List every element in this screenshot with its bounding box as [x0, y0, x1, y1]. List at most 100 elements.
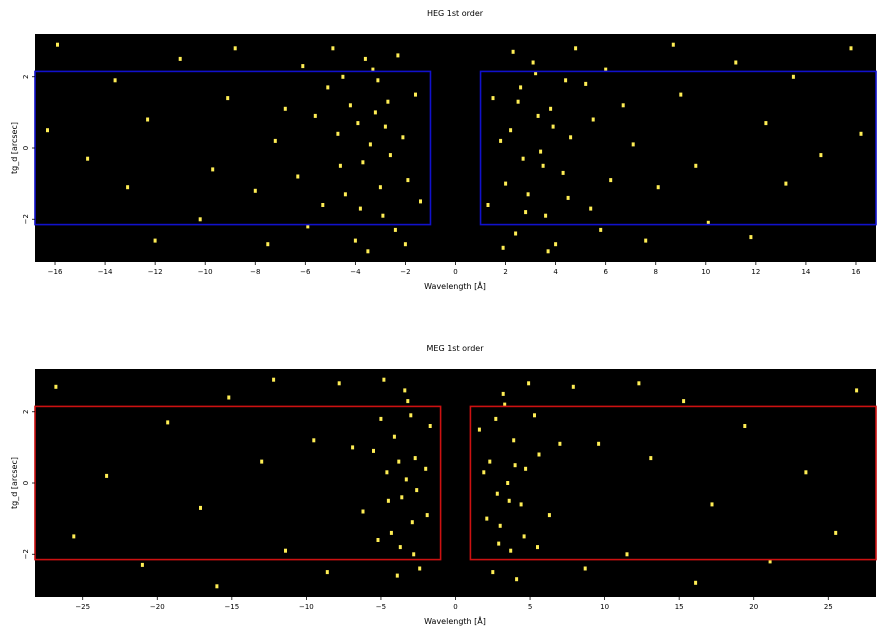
heg-event: [549, 106, 553, 111]
heg-event: [283, 106, 287, 111]
heg-x-tick-label: 16: [852, 268, 861, 276]
meg-event: [524, 466, 528, 471]
meg-x-tick-label: 0: [453, 603, 457, 611]
heg-x-tick-label: 10: [701, 268, 710, 276]
heg-event: [198, 217, 202, 222]
heg-event: [376, 78, 380, 83]
heg-event: [343, 192, 347, 197]
meg-event: [637, 381, 641, 386]
meg-y-tick-label: 0: [22, 481, 30, 485]
heg-event: [146, 117, 150, 122]
heg-event: [313, 113, 317, 118]
meg-event: [376, 538, 380, 542]
meg-event: [694, 580, 698, 585]
meg-x-tick-label: 10: [600, 603, 609, 611]
heg-event: [604, 67, 608, 72]
meg-event: [495, 491, 499, 496]
meg-event: [72, 534, 76, 539]
meg-event: [425, 513, 429, 518]
heg-y-tick-label: −2: [22, 214, 30, 224]
meg-x-tick-label: −5: [376, 603, 386, 611]
heg-event: [383, 124, 387, 129]
meg-event: [361, 509, 365, 514]
heg-event: [784, 181, 788, 186]
heg-event: [554, 242, 558, 247]
meg-event: [506, 481, 510, 485]
heg-plot-area: [35, 34, 876, 262]
heg-event: [749, 235, 753, 240]
meg-event: [498, 523, 502, 528]
heg-event: [546, 249, 550, 254]
heg-x-axis: −16 −14 −12 −10 −8 −6 −4 −2 0 2 4 6 8 10 12 14 16: [48, 262, 861, 276]
meg-event: [522, 534, 526, 539]
meg-event: [397, 459, 401, 464]
heg-panel: HEG 1st order −16 −14 −12 −10 −8 −6 −4 −2 0 2 4 6 8 1…: [10, 9, 877, 291]
heg-region-plus-order: [479, 70, 877, 226]
heg-x-axis-label: Wavelength [Å]: [424, 280, 486, 291]
meg-event: [527, 381, 531, 386]
heg-event: [386, 99, 390, 104]
heg-x-tick-label: −14: [98, 268, 113, 276]
meg-event: [513, 463, 517, 468]
meg-event: [372, 448, 375, 453]
meg-event: [379, 416, 383, 421]
meg-event: [398, 545, 402, 550]
heg-event: [253, 188, 257, 193]
heg-event: [153, 238, 157, 243]
heg-event: [273, 138, 277, 143]
heg-event: [631, 142, 635, 147]
heg-event: [694, 163, 698, 168]
heg-y-tick-label: 0: [22, 146, 30, 150]
heg-event: [226, 96, 230, 101]
heg-event: [679, 92, 683, 97]
meg-event: [403, 388, 407, 393]
meg-event: [485, 516, 489, 521]
meg-event: [406, 399, 410, 404]
heg-x-tick-label: 0: [453, 268, 457, 276]
meg-event: [537, 452, 541, 457]
meg-event: [519, 502, 523, 507]
heg-event: [764, 121, 768, 126]
meg-x-tick-label: 15: [675, 603, 684, 611]
meg-event: [404, 477, 408, 482]
meg-event: [768, 559, 772, 564]
heg-event: [388, 153, 392, 158]
meg-y-axis-label: tg_d [arcsec]: [10, 457, 19, 509]
heg-event: [526, 192, 530, 197]
meg-event: [284, 548, 287, 553]
heg-event: [336, 131, 340, 136]
meg-event: [227, 395, 231, 400]
heg-event: [859, 131, 863, 136]
heg-x-tick-label: 6: [603, 268, 608, 276]
heg-event: [734, 60, 738, 65]
meg-event: [571, 384, 575, 389]
heg-y-axis: −2 0 2: [22, 75, 35, 224]
heg-event: [338, 163, 342, 168]
meg-event: [649, 456, 653, 461]
heg-event: [381, 213, 385, 218]
heg-event: [396, 53, 400, 58]
meg-event: [386, 498, 390, 503]
meg-event: [583, 566, 587, 571]
meg-y-tick-label: −2: [22, 549, 30, 559]
heg-event: [569, 135, 573, 140]
heg-event: [656, 185, 660, 190]
meg-event: [272, 377, 276, 382]
meg-event: [743, 424, 747, 428]
meg-x-tick-label: 20: [749, 603, 758, 611]
meg-event: [503, 402, 507, 407]
heg-event: [358, 206, 362, 211]
heg-event: [406, 178, 410, 183]
meg-event: [412, 552, 416, 557]
meg-event: [804, 470, 808, 475]
heg-event: [541, 163, 545, 168]
heg-event: [819, 153, 823, 158]
heg-y-tick-label: 2: [22, 75, 30, 79]
meg-region-plus-order: [469, 405, 877, 561]
heg-event: [486, 203, 490, 207]
heg-event: [504, 181, 508, 186]
heg-event: [516, 99, 520, 104]
meg-event: [515, 577, 519, 582]
meg-y-tick-label: 2: [22, 410, 30, 414]
